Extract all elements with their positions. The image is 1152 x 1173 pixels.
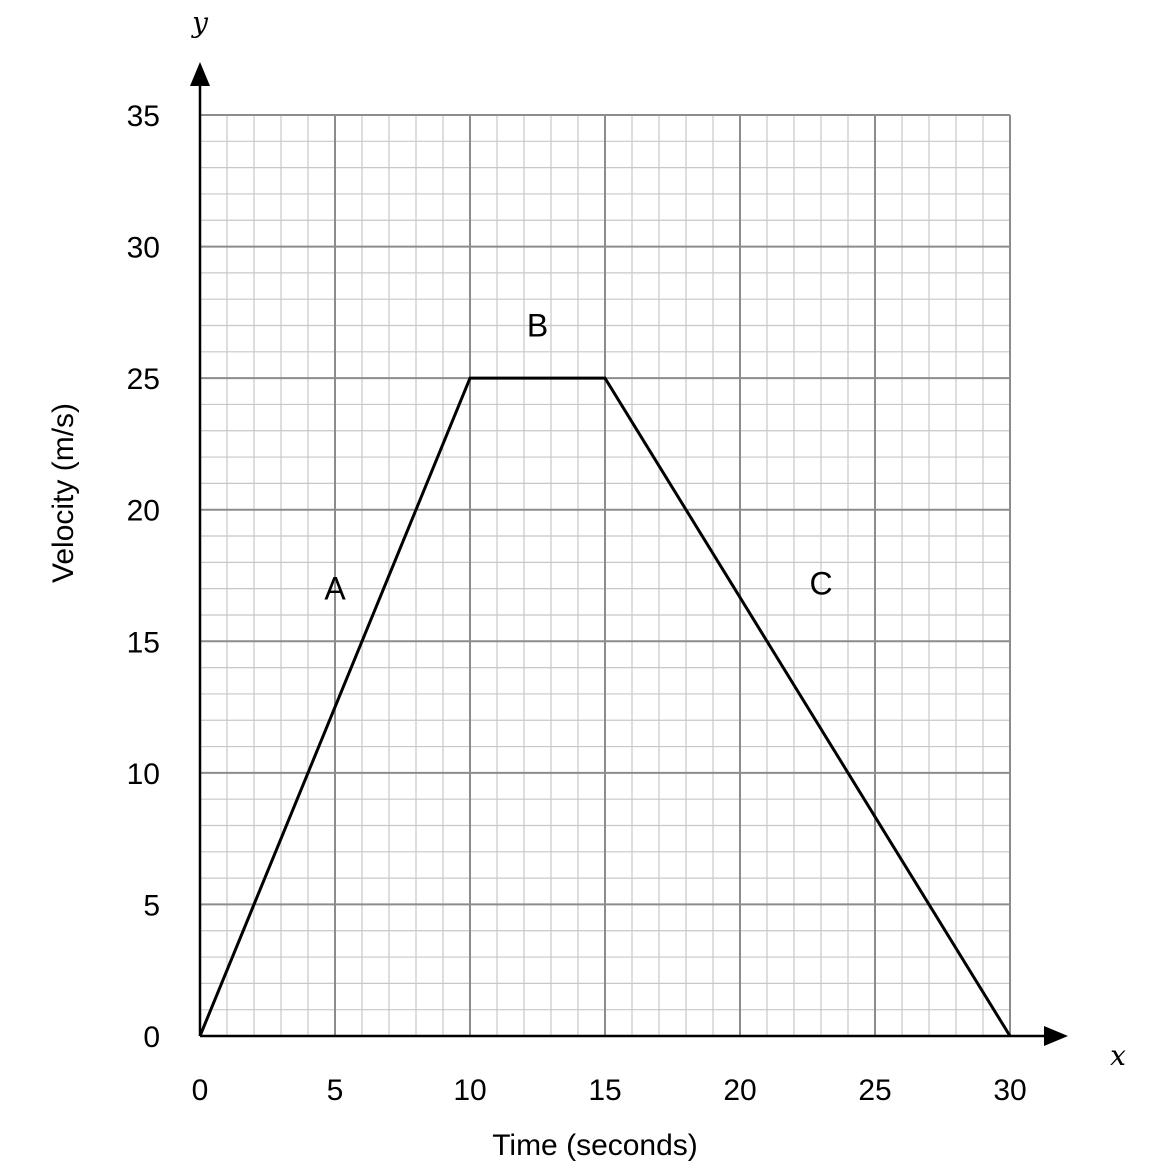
segment-label: C: [809, 565, 832, 601]
x-axis-title: Time (seconds): [492, 1129, 698, 1162]
x-tick-label: 15: [588, 1074, 621, 1107]
x-axis-arrow-icon: [1044, 1026, 1068, 1046]
segment-label: A: [324, 571, 346, 607]
tick-labels: 0 5 10 15 20 25 30 0 5 10 15 20 25 30 35: [127, 100, 1027, 1107]
x-axis-variable: x: [1110, 1039, 1126, 1072]
y-tick-label: 35: [127, 100, 160, 133]
major-grid: [200, 115, 1010, 1036]
y-axis-title: Velocity (m/s): [47, 403, 80, 583]
y-tick-label: 10: [127, 758, 160, 791]
x-tick-label: 30: [993, 1074, 1026, 1107]
segment-label: B: [527, 308, 548, 344]
y-axis-arrow-icon: [190, 62, 210, 86]
axes: [190, 62, 1068, 1046]
y-tick-label: 30: [127, 232, 160, 265]
x-tick-label: 5: [327, 1074, 344, 1107]
y-tick-label: 0: [143, 1021, 160, 1054]
x-tick-label: 25: [858, 1074, 891, 1107]
x-tick-label: 10: [453, 1074, 486, 1107]
y-tick-label: 25: [127, 363, 160, 396]
y-tick-label: 15: [127, 626, 160, 659]
x-tick-label: 20: [723, 1074, 756, 1107]
x-tick-label: 0: [192, 1074, 209, 1107]
y-tick-label: 20: [127, 495, 160, 528]
y-tick-label: 5: [143, 889, 160, 922]
y-axis-variable: y: [190, 6, 209, 39]
